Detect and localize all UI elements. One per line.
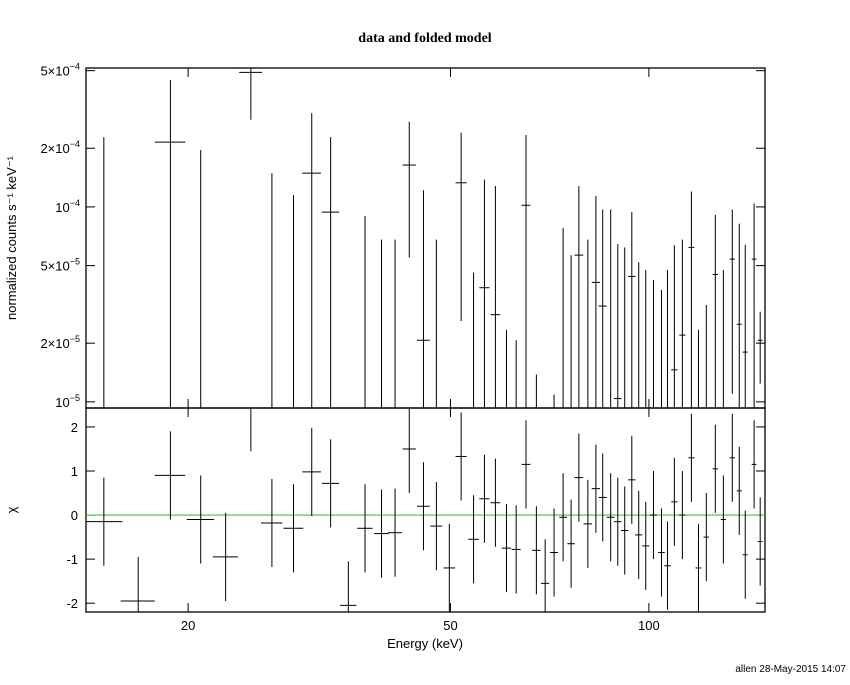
y-tick-label: 0 [71,508,78,523]
data-points [86,408,765,612]
y-tick-label: -1 [66,552,78,567]
y-tick-mantissa: 5×10 [40,259,69,274]
y-tick-exponent: −4 [70,198,80,208]
y-tick-exponent: −5 [70,257,80,267]
y-tick-label: 5×10−4 [40,62,80,79]
y-tick-exponent: −4 [70,139,80,149]
y-tick-label: -2 [66,596,78,611]
y-tick-exponent: −4 [70,62,80,72]
y-tick-label: 5×10−5 [40,257,80,274]
data-points [103,68,763,408]
footer: allen 28-May-2015 14:07 [735,664,846,675]
y-axis-label: normalized counts s⁻¹ keV⁻¹ [4,155,19,320]
y-tick-mantissa: 10 [55,200,69,215]
y-tick-exponent: −5 [70,393,80,403]
y-tick-exponent: −5 [70,334,80,344]
x-axis-label: Energy (keV) [387,636,463,651]
chart-title: data and folded model [358,31,492,46]
plot-frame [85,67,766,409]
x-tick-label: 50 [443,618,457,633]
y-tick-label: 10−5 [55,393,80,410]
y-tick-mantissa: 10 [55,395,69,410]
y-tick-mantissa: 2×10 [40,141,69,156]
plot-frame [85,407,766,613]
x-tick-label: 20 [181,618,195,633]
x-tick-label: 100 [638,618,660,633]
y-axis-label: χ [4,506,19,513]
y-tick-mantissa: 2×10 [40,336,69,351]
y-tick-label: 2 [71,420,78,435]
y-tick-label: 2×10−5 [40,334,80,351]
y-tick-mantissa: 5×10 [40,64,69,79]
y-tick-label: 1 [71,464,78,479]
y-tick-label: 2×10−4 [40,139,80,156]
y-tick-label: 10−4 [55,198,80,215]
